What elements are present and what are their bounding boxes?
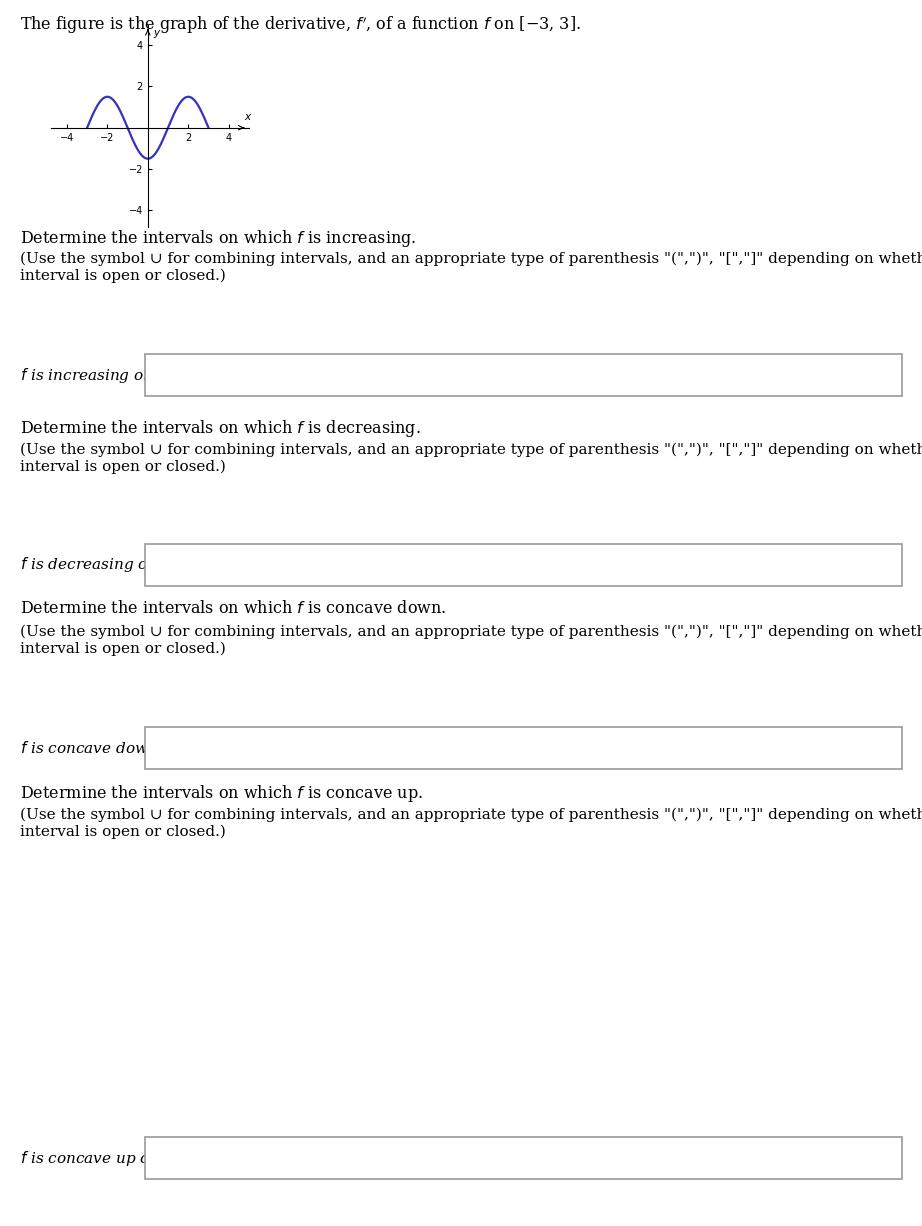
Text: Determine the intervals on which $f$ is increasing.: Determine the intervals on which $f$ is …: [20, 228, 417, 249]
Text: $f$ is increasing on: $f$ is increasing on: [20, 365, 154, 385]
Text: Determine the intervals on which $f$ is concave up.: Determine the intervals on which $f$ is …: [20, 783, 423, 804]
Text: $f$ is decreasing on: $f$ is decreasing on: [20, 555, 158, 575]
Text: $f$ is concave up on: $f$ is concave up on: [20, 1149, 160, 1167]
Text: $y$: $y$: [153, 28, 161, 39]
Text: (Use the symbol ∪ for combining intervals, and an appropriate type of parenthesi: (Use the symbol ∪ for combining interval…: [20, 808, 922, 839]
Text: The figure is the graph of the derivative, $f'$, of a function $f$ on [−3, 3].: The figure is the graph of the derivativ…: [20, 15, 581, 36]
Text: (Use the symbol ∪ for combining intervals, and an appropriate type of parenthesi: (Use the symbol ∪ for combining interval…: [20, 443, 922, 474]
Text: (Use the symbol ∪ for combining intervals, and an appropriate type of parenthesi: (Use the symbol ∪ for combining interval…: [20, 625, 922, 656]
Text: Determine the intervals on which $f$ is concave down.: Determine the intervals on which $f$ is …: [20, 600, 446, 617]
Text: Determine the intervals on which $f$ is decreasing.: Determine the intervals on which $f$ is …: [20, 418, 421, 439]
Text: (Use the symbol ∪ for combining intervals, and an appropriate type of parenthesi: (Use the symbol ∪ for combining interval…: [20, 253, 922, 283]
Text: $x$: $x$: [243, 112, 253, 121]
Text: $f$ is concave down on: $f$ is concave down on: [20, 741, 183, 756]
